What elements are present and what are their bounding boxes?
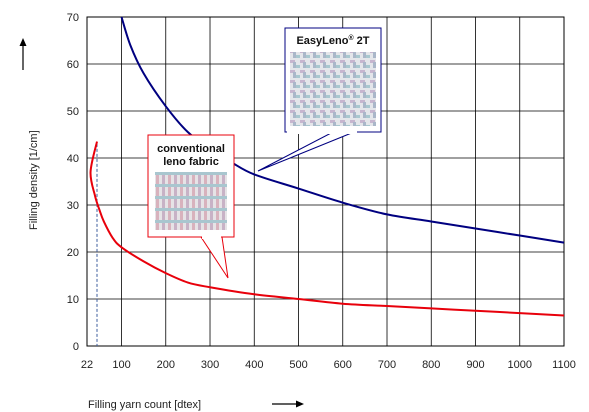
x-tick-label: 300 — [201, 359, 219, 371]
y-axis-arrow — [19, 38, 27, 70]
easyleno-fabric-image — [290, 52, 376, 126]
x-tick-label: 600 — [334, 359, 352, 371]
callout-easyleno-title: EasyLeno® 2T — [296, 34, 369, 47]
x-tick-label: 200 — [157, 359, 175, 371]
y-tick-label: 70 — [67, 12, 79, 24]
x-tick-label: 400 — [245, 359, 263, 371]
y-tick-label: 60 — [67, 59, 79, 71]
y-tick-label: 30 — [67, 200, 79, 212]
y-tick-label: 20 — [67, 247, 79, 259]
y-tick-labels: 0 10 20 30 40 50 60 70 — [67, 12, 79, 353]
callout-conventional-line2: leno fabric — [163, 156, 219, 168]
y-axis-label: Filling density [1/cm] — [28, 130, 40, 230]
x-tick-label: 100 — [112, 359, 130, 371]
callout-conventional: conventional leno fabric — [147, 134, 235, 279]
y-tick-label: 50 — [67, 106, 79, 118]
x-tick-label: 500 — [289, 359, 307, 371]
y-tick-label: 40 — [67, 153, 79, 165]
series-line-conventional — [89, 141, 565, 317]
conventional-fabric-image — [155, 172, 227, 230]
x-axis-label: Filling yarn count [dtex] — [88, 399, 201, 411]
plot-frame — [86, 16, 565, 347]
x-tick-label: 1100 — [552, 359, 576, 371]
callout-conventional-line1: conventional — [157, 143, 225, 155]
x-tick-label: 1000 — [508, 359, 532, 371]
x-axis-arrow — [272, 400, 304, 408]
x-tick-label: 800 — [422, 359, 440, 371]
x-tick-label: 22 — [81, 359, 93, 371]
y-tick-label: 10 — [67, 294, 79, 306]
callout-easyleno: EasyLeno® 2T — [257, 27, 382, 172]
x-tick-labels: 22 100 200 300 400 500 600 700 800 900 1000 1100 — [81, 359, 576, 371]
x-tick-label: 700 — [378, 359, 396, 371]
series-line-easyleno — [120, 16, 565, 244]
y-tick-label: 0 — [73, 341, 79, 353]
x-tick-label: 900 — [466, 359, 484, 371]
